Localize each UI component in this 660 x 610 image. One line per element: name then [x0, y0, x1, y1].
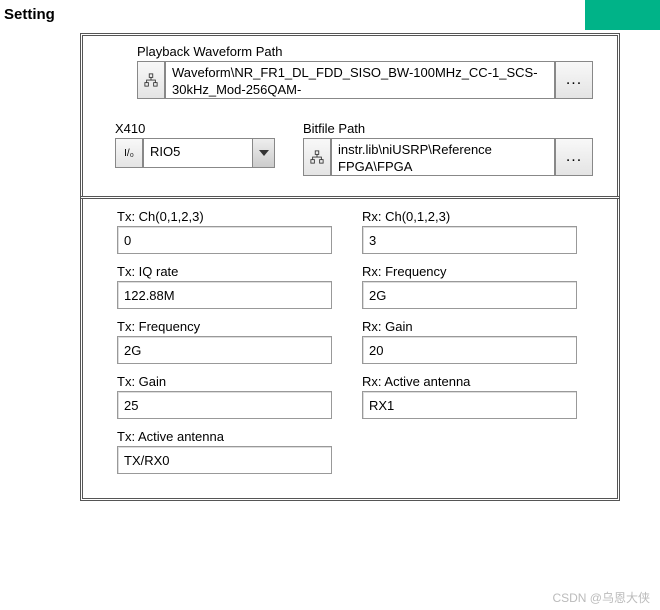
tx-ch-input[interactable]: [117, 226, 332, 254]
paths-panel: Playback Waveform Path ... X410 I/₀ RIO5…: [80, 33, 620, 199]
rx-ch-input[interactable]: [362, 226, 577, 254]
rx-freq-label: Rx: Frequency: [362, 264, 577, 279]
watermark: CSDN @乌恩大侠: [552, 589, 650, 606]
page-title: Setting: [0, 0, 660, 33]
device-select-value: RIO5: [144, 139, 252, 167]
device-label: X410: [115, 121, 275, 136]
bitfile-path-label: Bitfile Path: [303, 121, 593, 136]
io-icon: I/₀: [115, 138, 143, 168]
rx-gain-input[interactable]: [362, 336, 577, 364]
tx-gain-input[interactable]: [117, 391, 332, 419]
rx-gain-label: Rx: Gain: [362, 319, 577, 334]
rx-ch-label: Rx: Ch(0,1,2,3): [362, 209, 577, 224]
device-select[interactable]: RIO5: [143, 138, 275, 168]
bitfile-browse-button[interactable]: ...: [555, 138, 593, 176]
playback-browse-button[interactable]: ...: [555, 61, 593, 99]
logo-fragment: [585, 0, 660, 30]
playback-path-label: Playback Waveform Path: [137, 44, 593, 59]
tx-column: Tx: Ch(0,1,2,3) Tx: IQ rate Tx: Frequenc…: [117, 209, 332, 484]
params-panel: Tx: Ch(0,1,2,3) Tx: IQ rate Tx: Frequenc…: [80, 196, 620, 501]
chevron-down-icon[interactable]: [252, 139, 274, 167]
playback-path-input[interactable]: [165, 61, 555, 99]
tx-gain-label: Tx: Gain: [117, 374, 332, 389]
tx-iqrate-label: Tx: IQ rate: [117, 264, 332, 279]
tx-iqrate-input[interactable]: [117, 281, 332, 309]
tx-ant-label: Tx: Active antenna: [117, 429, 332, 444]
tx-freq-label: Tx: Frequency: [117, 319, 332, 334]
tx-freq-input[interactable]: [117, 336, 332, 364]
rx-column: Rx: Ch(0,1,2,3) Rx: Frequency Rx: Gain R…: [362, 209, 577, 484]
rx-freq-input[interactable]: [362, 281, 577, 309]
tx-ant-input[interactable]: [117, 446, 332, 474]
rx-ant-input[interactable]: [362, 391, 577, 419]
rx-ant-label: Rx: Active antenna: [362, 374, 577, 389]
bitfile-path-input[interactable]: [331, 138, 555, 176]
hierarchy-icon[interactable]: [137, 61, 165, 99]
hierarchy-icon[interactable]: [303, 138, 331, 176]
tx-ch-label: Tx: Ch(0,1,2,3): [117, 209, 332, 224]
